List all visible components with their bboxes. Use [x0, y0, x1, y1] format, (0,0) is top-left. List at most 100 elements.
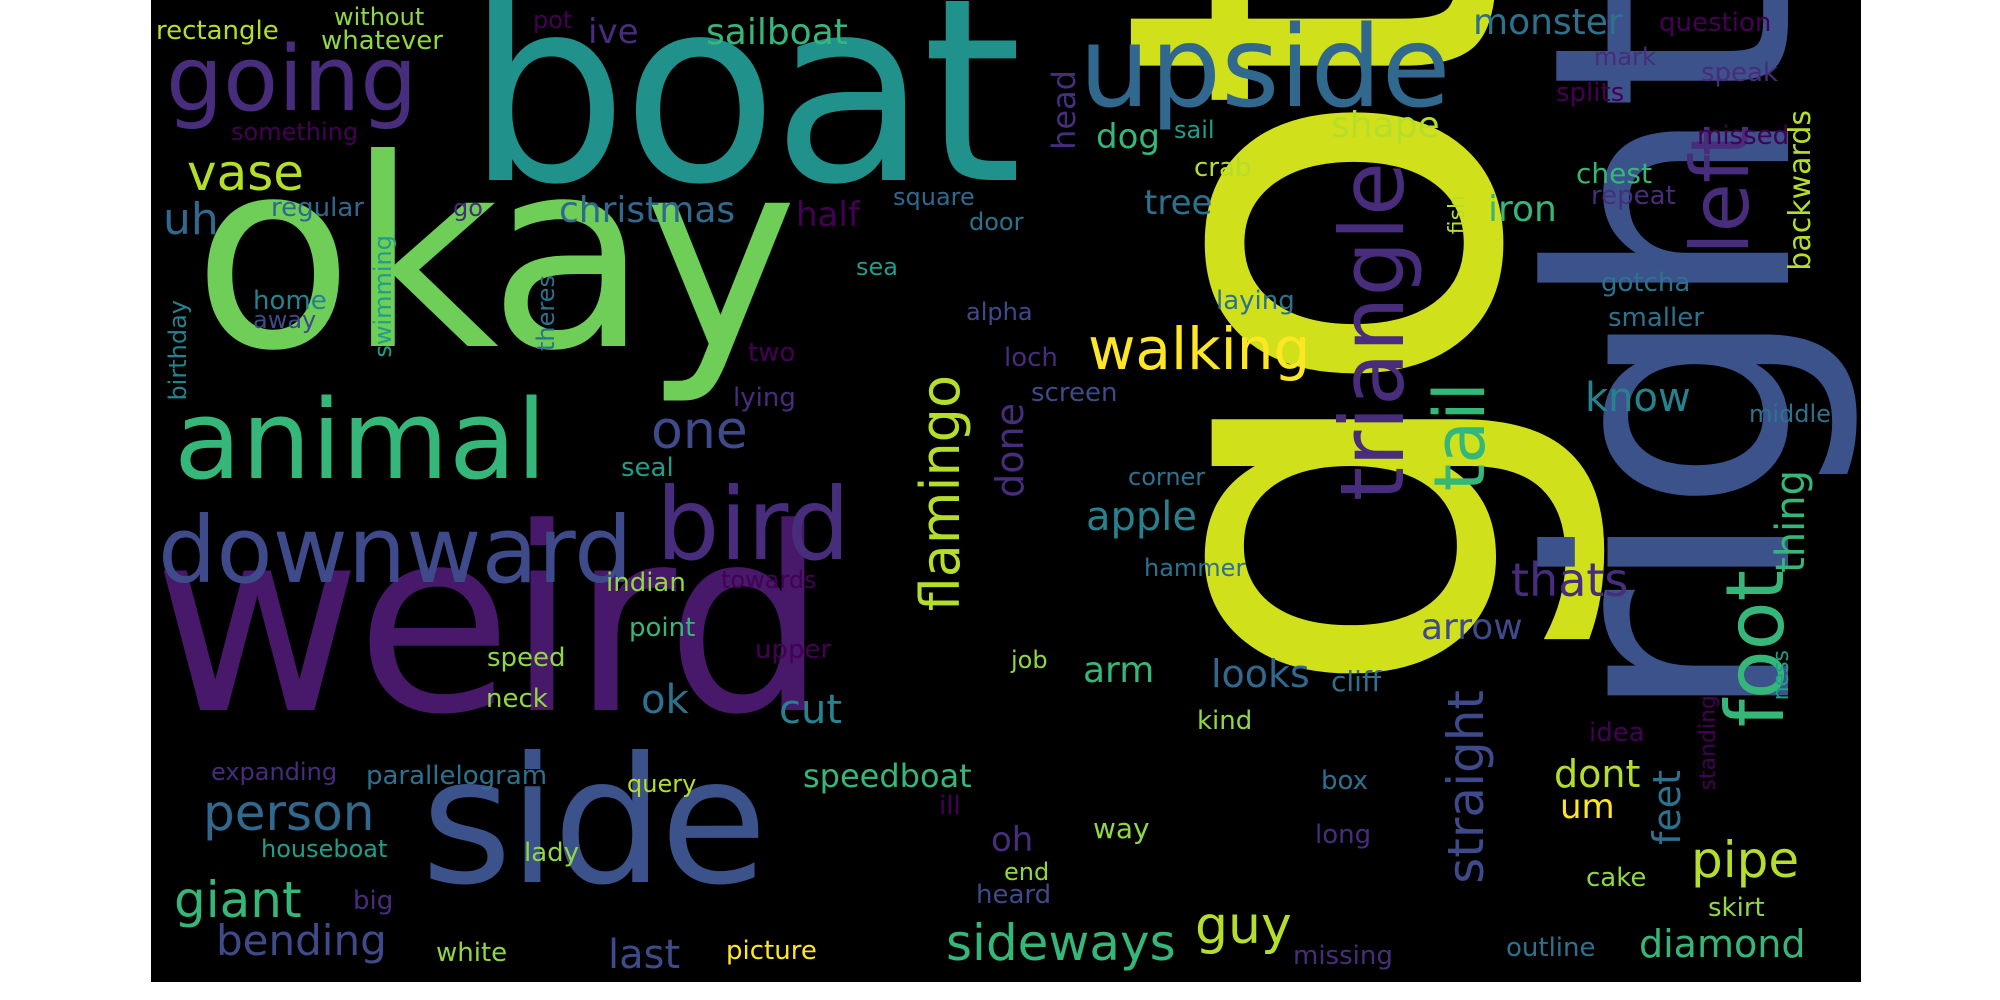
word-lying: lying: [733, 383, 796, 413]
word-cake: cake: [1586, 863, 1647, 893]
word-point: point: [629, 613, 696, 643]
word-giant: giant: [174, 871, 302, 929]
word-downward: downward: [158, 497, 633, 604]
word-monster: monster: [1473, 2, 1623, 43]
word-upside: upside: [1079, 3, 1451, 133]
word-straight: straight: [1437, 690, 1495, 884]
word-home: home: [253, 286, 327, 316]
word-ill: ill: [939, 791, 961, 821]
word-cut: cut: [779, 687, 843, 733]
word-looks: looks: [1211, 652, 1310, 696]
word-chest: chest: [1576, 157, 1652, 190]
word-theres: theres: [532, 275, 560, 351]
word-job: job: [1011, 646, 1048, 674]
word-diamond: diamond: [1639, 922, 1806, 966]
word-tail: tail: [1419, 382, 1501, 492]
word-heard: heard: [976, 880, 1052, 910]
word-indian: indian: [606, 568, 686, 598]
word-ok: ok: [641, 677, 689, 723]
word-guy: guy: [1195, 896, 1292, 956]
word-crab: crab: [1194, 153, 1252, 183]
word-lady: lady: [524, 838, 580, 868]
word-alpha: alpha: [966, 298, 1033, 326]
word-way: way: [1093, 812, 1150, 845]
word-half: half: [796, 195, 860, 235]
word-hammer: hammer: [1144, 554, 1246, 582]
word-big: big: [353, 886, 394, 916]
word-middle: middle: [1749, 400, 1831, 428]
word-foot: foot: [1709, 570, 1802, 728]
word-kind: kind: [1197, 706, 1253, 736]
word-whatever: whatever: [321, 26, 443, 56]
word-boat: boat: [466, 0, 1022, 241]
word-parallelogram: parallelogram: [366, 761, 548, 791]
word-feet: feet: [1645, 770, 1689, 846]
word-screen: screen: [1031, 378, 1118, 408]
word-uh: uh: [163, 194, 219, 245]
word-triangle: triangle: [1321, 162, 1424, 502]
word-mark: mark: [1594, 43, 1656, 71]
word-tree: tree: [1144, 183, 1213, 223]
word-christmas: christmas: [559, 190, 736, 231]
word-walking: walking: [1088, 315, 1311, 383]
word-iron: iron: [1488, 189, 1557, 230]
word-box: box: [1321, 766, 1368, 796]
word-sailboat: sailboat: [706, 12, 848, 53]
word-dont: dont: [1554, 752, 1641, 796]
word-animal: animal: [174, 376, 547, 504]
word-birthday: birthday: [164, 300, 192, 401]
word-seal: seal: [621, 453, 674, 483]
word-speed: speed: [487, 643, 566, 673]
word-arm: arm: [1083, 650, 1155, 691]
word-without: without: [334, 3, 425, 31]
word-towards: towards: [721, 566, 817, 594]
word-vase: vase: [187, 144, 305, 202]
word-laying: laying: [1216, 286, 1295, 316]
word-door: door: [969, 208, 1024, 236]
word-standing: standing: [1696, 695, 1721, 791]
word-square: square: [893, 183, 975, 211]
word-end: end: [1004, 858, 1050, 886]
word-splits: splits: [1556, 78, 1625, 108]
word-bending: bending: [216, 916, 387, 965]
word-away: away: [253, 306, 317, 334]
word-regular: regular: [271, 193, 364, 223]
word-long: long: [1315, 820, 1372, 850]
word-speedboat: speedboat: [803, 757, 972, 795]
word-neck: neck: [486, 684, 548, 714]
word-sea: sea: [856, 253, 898, 281]
word-okay: okay: [193, 103, 798, 408]
word-um: um: [1560, 787, 1615, 827]
word-side: side: [421, 721, 768, 924]
word-oh: oh: [991, 820, 1034, 860]
word-head: head: [1045, 70, 1083, 150]
word-outline: outline: [1506, 933, 1596, 963]
word-pot: pot: [533, 6, 573, 34]
word-white: white: [436, 938, 508, 968]
word-done: done: [988, 403, 1032, 498]
word-pipe: pipe: [1691, 831, 1800, 889]
word-speak: speak: [1701, 58, 1779, 88]
word-ness: ness: [1769, 650, 1794, 701]
word-picture: picture: [726, 936, 817, 966]
word-bird: bird: [656, 466, 851, 583]
word-sideways: sideways: [946, 914, 1176, 972]
word-two: two: [748, 338, 796, 368]
word-idea: idea: [1589, 718, 1645, 748]
word-dog: dog: [1096, 117, 1160, 157]
word-fish: fish: [1445, 195, 1470, 235]
word-gotcha: gotcha: [1601, 268, 1691, 298]
word-thing: thing: [1768, 470, 1814, 573]
word-missed: missed: [1697, 121, 1790, 151]
word-sail: sail: [1174, 116, 1215, 144]
word-one: one: [651, 401, 748, 461]
word-shape: shape: [1331, 105, 1440, 146]
word-missing: missing: [1293, 941, 1393, 971]
word-apple: apple: [1086, 494, 1198, 540]
word-thats: thats: [1511, 553, 1629, 607]
word-know: know: [1585, 375, 1691, 421]
word-rectangle: rectangle: [156, 16, 279, 46]
word-arrow: arrow: [1421, 607, 1523, 648]
word-smaller: smaller: [1608, 303, 1704, 333]
word-expanding: expanding: [211, 758, 338, 786]
